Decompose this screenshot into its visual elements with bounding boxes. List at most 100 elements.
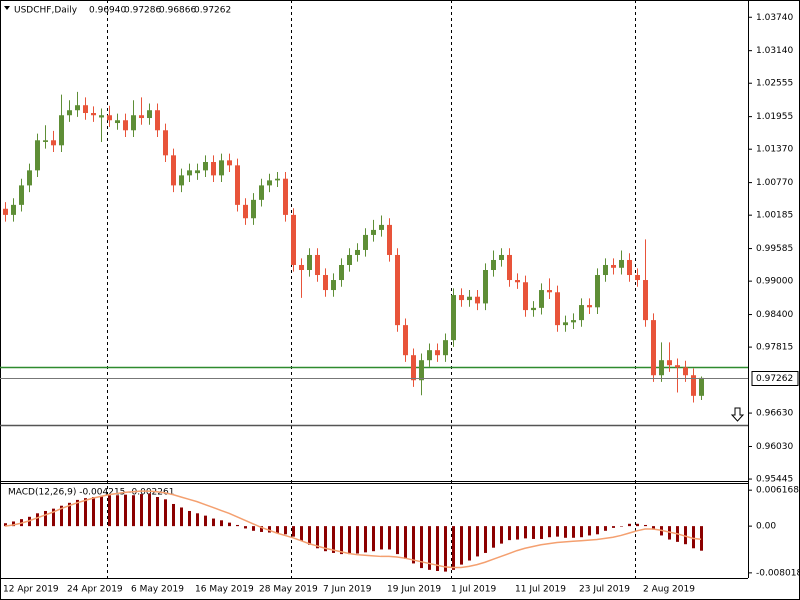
menu-arrow[interactable] <box>4 6 10 10</box>
period-separators <box>107 0 636 578</box>
candle-body <box>659 360 664 376</box>
candle-body <box>347 254 352 265</box>
candle-body <box>243 204 248 219</box>
candle-body <box>163 130 168 156</box>
candle-body <box>227 160 232 166</box>
candle-body <box>563 322 568 326</box>
ohlc-high: 0.97286 <box>124 6 161 16</box>
x-tick-label: 24 Apr 2019 <box>67 585 123 595</box>
candle-body <box>667 360 672 366</box>
y-tick-label: 1.03740 <box>756 13 793 23</box>
candle-body <box>131 115 136 131</box>
y-tick-label: 0.96030 <box>756 442 793 452</box>
candle-body <box>483 270 488 304</box>
macd-bar <box>36 513 39 527</box>
macd-bar <box>180 507 183 527</box>
macd-bar <box>316 526 319 549</box>
macd-bar <box>228 522 231 527</box>
candle-body <box>691 375 696 396</box>
x-tick-label: 2 Aug 2019 <box>643 585 695 595</box>
macd-bar <box>68 502 71 527</box>
macd-bar <box>308 526 311 545</box>
macd-bar <box>332 526 335 553</box>
ohlc-open: 0.96940 <box>89 6 126 16</box>
macd-bar <box>540 526 543 539</box>
current-price-box <box>751 371 799 386</box>
y-tick-label: 1.03140 <box>756 46 793 56</box>
y-tick-label: 0.96630 <box>756 409 793 419</box>
x-tick-label: 1 Jul 2019 <box>451 585 496 595</box>
candle-body <box>419 360 424 381</box>
y-tick-label: 1.01370 <box>756 145 793 155</box>
macd-bar <box>652 526 655 530</box>
candle-body <box>67 110 72 116</box>
candle-body <box>459 295 464 301</box>
candle-body <box>235 165 240 205</box>
macd-bar <box>364 526 367 553</box>
macd-bar <box>692 526 695 549</box>
candle-body <box>403 325 408 356</box>
candle-body <box>627 259 632 276</box>
candle-body <box>107 115 112 121</box>
macd-bar <box>84 498 87 527</box>
signal-line <box>4 490 702 569</box>
y-tick-label: 0.00 <box>756 522 776 532</box>
candle-body <box>299 264 304 271</box>
y-tick-label: 1.01955 <box>756 112 793 122</box>
macd-bar <box>436 526 439 572</box>
candle-body <box>371 229 376 235</box>
candle-body <box>411 355 416 381</box>
macd-bar <box>620 526 623 527</box>
candle-body <box>3 208 8 215</box>
macd-bar <box>444 526 447 572</box>
macd-bar <box>612 526 615 528</box>
candle-body <box>475 296 480 304</box>
candle-body <box>139 115 144 119</box>
x-tick-label: 7 Jun 2019 <box>323 585 372 595</box>
macd-bar <box>12 521 15 527</box>
macd-bar <box>628 523 631 527</box>
candle-body <box>195 170 200 174</box>
y-tick-label: 0.97815 <box>756 343 793 353</box>
candle-body <box>51 140 56 146</box>
candle-body <box>75 105 80 111</box>
macd-bar <box>356 526 359 554</box>
macd-bar <box>420 526 423 569</box>
candle-body <box>339 264 344 281</box>
candle-body <box>83 105 88 114</box>
candle-body <box>515 280 520 283</box>
macd-bar <box>484 526 487 553</box>
macd-bar <box>52 508 55 527</box>
candle-body <box>35 140 40 171</box>
candle-body <box>395 254 400 326</box>
macd-bar <box>268 526 271 533</box>
macd-bar <box>428 526 431 570</box>
x-tick-label: 12 Apr 2019 <box>3 585 59 595</box>
macd-bar <box>188 510 191 527</box>
candle-body <box>619 259 624 268</box>
candle-body <box>651 320 656 376</box>
candle-body <box>259 185 264 200</box>
candle-body <box>699 377 704 396</box>
macd-bar <box>124 494 127 527</box>
macd-bar <box>532 526 535 539</box>
candle-body <box>675 365 680 368</box>
candle-body <box>635 275 640 281</box>
macd-bar <box>564 526 567 538</box>
candle-body <box>43 140 48 142</box>
macd-bar <box>636 523 639 527</box>
candle-body <box>603 264 608 276</box>
y-tick-label: 1.00770 <box>756 178 793 188</box>
macd-bar <box>60 505 63 527</box>
y-tick-label: 0.95445 <box>756 475 793 485</box>
macd-bar <box>204 515 207 527</box>
macd-bar <box>524 526 527 539</box>
macd-bar <box>460 526 463 565</box>
candle-body <box>315 254 320 276</box>
macd-bar <box>292 526 295 537</box>
candle-body <box>307 254 312 271</box>
macd-bar <box>604 526 607 531</box>
candle-body <box>179 175 184 186</box>
candle-body <box>291 214 296 265</box>
